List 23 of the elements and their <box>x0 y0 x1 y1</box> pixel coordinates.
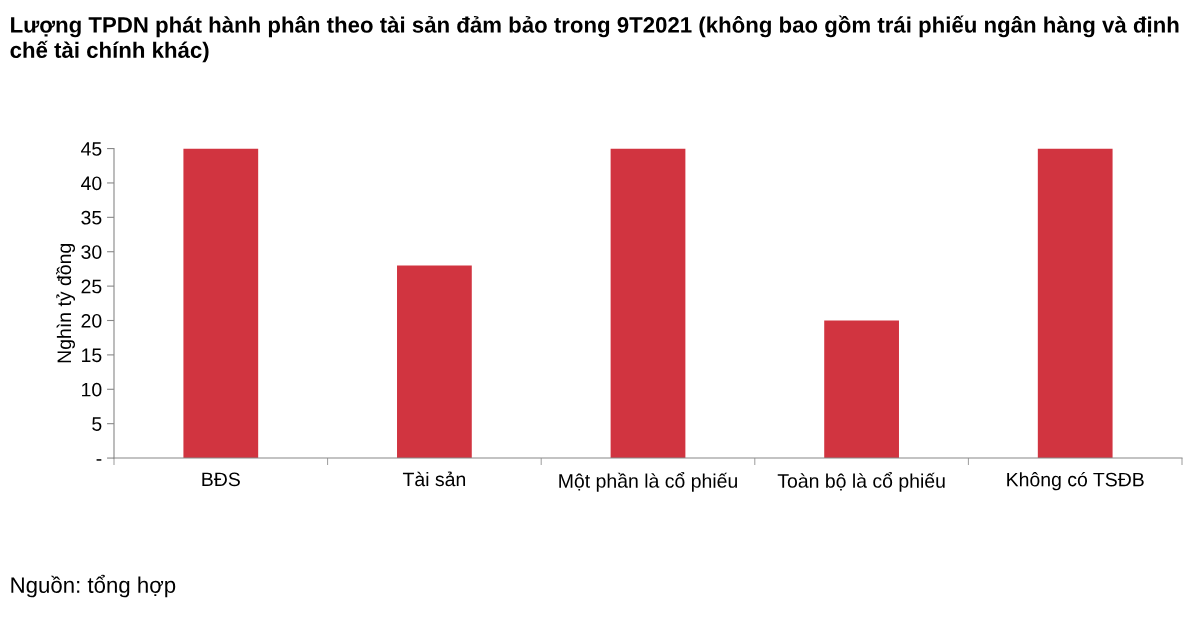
text: Nguồn: tổng hợp <box>11 574 176 598</box>
y-tick-label: 30 <box>81 245 102 259</box>
y-axis-title: Nghìn tỷ đồng <box>56 244 76 363</box>
y-tick-label: 20 <box>81 313 102 328</box>
bar <box>397 265 472 459</box>
y-tick-label: - <box>96 459 102 461</box>
x-tick-label: Không có TSĐB <box>1007 471 1144 491</box>
x-tick-label: BĐS <box>202 472 240 487</box>
bar <box>610 148 686 459</box>
x-tick-label: Một phần là cổ phiếu <box>559 471 737 492</box>
x-tick-label: Tài sản <box>402 471 466 487</box>
chart-title: Lượng TPDN phát hành phân theo tài sản đảm bảo trong 9T2021 (không bao gồm trái phiếu ngân hàng và định chế tài chính khác) <box>10 15 1179 63</box>
x-tick-label: Toàn bộ là cổ phiếu <box>777 471 945 492</box>
y-tick-label: 25 <box>81 279 102 294</box>
y-tick-label: 10 <box>82 382 102 397</box>
bar <box>824 320 899 459</box>
y-tick-label: 35 <box>81 210 102 225</box>
bar <box>1037 148 1113 459</box>
y-tick-label: 40 <box>81 176 102 191</box>
y-tick-label: 45 <box>81 142 102 156</box>
bar <box>183 148 259 459</box>
y-tick-label: 5 <box>92 417 102 431</box>
y-tick-label: 15 <box>82 348 102 363</box>
